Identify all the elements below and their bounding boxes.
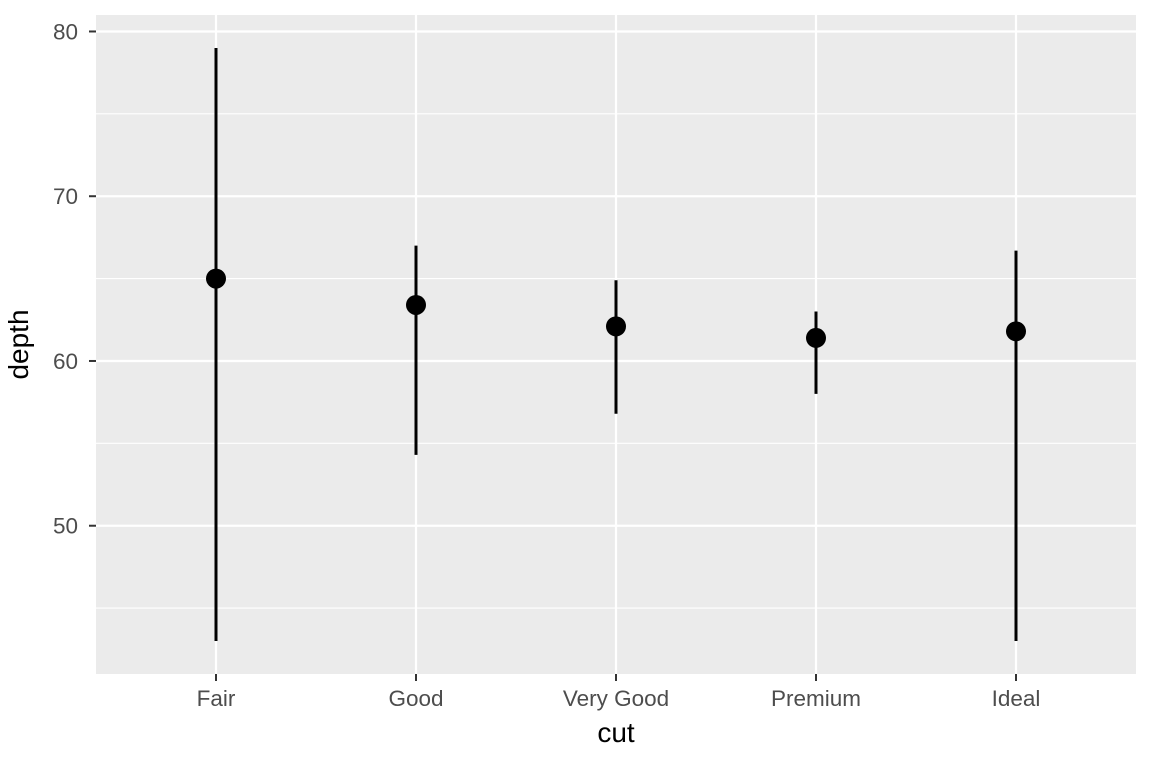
pointrange-ideal [1006,250,1026,642]
median-point-fair [206,268,226,289]
pointrange-fair [206,47,226,642]
median-point-ideal [1006,321,1026,342]
pointrange-good [406,245,426,455]
pointrange-very-good [606,280,626,414]
x-tick-label-good: Good [388,686,443,711]
x-tick-label-fair: Fair [197,686,236,711]
median-point-good [406,294,426,315]
y-axis-title: depth [3,309,34,379]
x-tick-label-very-good: Very Good [563,686,669,711]
median-point-very-good [606,316,626,337]
y-tick-label-80: 80 [53,19,78,44]
x-tick-label-premium: Premium [771,686,861,711]
pointrange-premium [806,311,826,394]
x-axis-title: cut [597,717,635,748]
axis-layer: 50 60 70 80 Fair Good Very Good Premium Ideal [53,19,1040,711]
y-tick-label-60: 60 [53,349,78,374]
median-point-premium [806,327,826,348]
pointrange-layer [206,47,1026,642]
y-tick-label-50: 50 [53,514,78,539]
y-tick-label-70: 70 [53,184,78,209]
x-tick-label-ideal: Ideal [992,686,1041,711]
